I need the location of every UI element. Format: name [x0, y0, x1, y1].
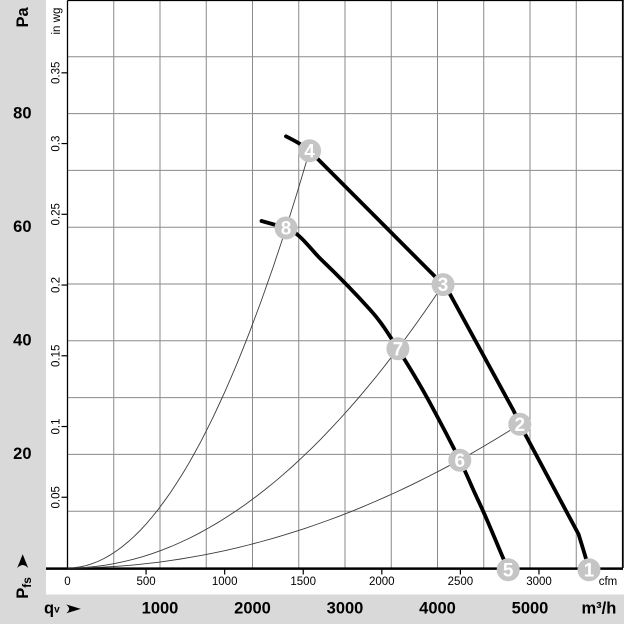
- svg-text:1000: 1000: [212, 576, 238, 588]
- svg-text:1: 1: [584, 560, 595, 581]
- svg-text:5000: 5000: [512, 600, 549, 618]
- svg-text:0.3: 0.3: [51, 136, 63, 152]
- svg-text:cfm: cfm: [599, 576, 618, 588]
- svg-text:0.35: 0.35: [51, 62, 63, 84]
- svg-text:3: 3: [438, 275, 449, 296]
- svg-text:0: 0: [64, 576, 70, 588]
- svg-text:0.05: 0.05: [51, 486, 63, 508]
- svg-text:qv: qv: [44, 600, 60, 618]
- svg-text:8: 8: [281, 219, 292, 240]
- svg-text:Pa: Pa: [14, 6, 32, 27]
- svg-text:0.25: 0.25: [51, 203, 63, 225]
- svg-text:2500: 2500: [448, 576, 474, 588]
- svg-text:0.1: 0.1: [51, 419, 63, 435]
- svg-text:in wg: in wg: [51, 8, 63, 35]
- svg-text:6: 6: [455, 451, 466, 472]
- svg-text:4000: 4000: [419, 600, 456, 618]
- svg-text:0.2: 0.2: [51, 277, 63, 293]
- svg-text:80: 80: [13, 104, 31, 122]
- svg-text:4: 4: [304, 141, 315, 162]
- svg-text:m³/h: m³/h: [582, 600, 617, 618]
- svg-text:2: 2: [515, 415, 526, 436]
- svg-text:0.15: 0.15: [51, 345, 63, 367]
- svg-text:1000: 1000: [142, 600, 179, 618]
- svg-text:40: 40: [13, 332, 31, 350]
- svg-text:3000: 3000: [327, 600, 364, 618]
- svg-text:5: 5: [503, 560, 514, 581]
- svg-text:20: 20: [13, 445, 31, 463]
- svg-text:2000: 2000: [234, 600, 271, 618]
- svg-text:2000: 2000: [369, 576, 395, 588]
- svg-text:60: 60: [13, 218, 31, 236]
- svg-text:7: 7: [393, 339, 404, 360]
- svg-text:1500: 1500: [290, 576, 316, 588]
- svg-text:3000: 3000: [526, 576, 552, 588]
- svg-text:500: 500: [137, 576, 156, 588]
